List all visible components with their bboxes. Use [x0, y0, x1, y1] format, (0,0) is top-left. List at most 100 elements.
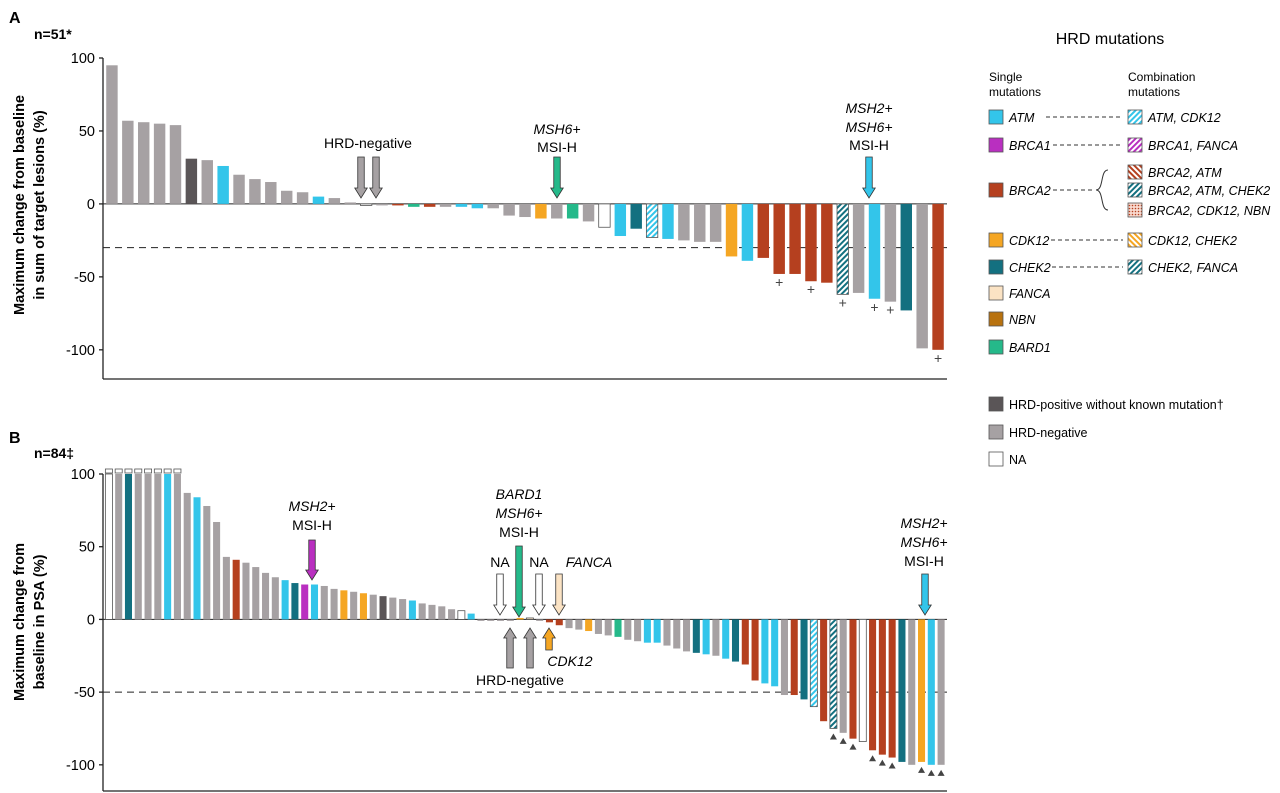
bar-b-3	[124, 474, 132, 620]
bar-b-69	[771, 619, 779, 687]
bar-a-32	[598, 203, 611, 228]
bar-b-53	[614, 619, 622, 637]
bar-b-10	[193, 497, 201, 620]
legend-combo-header-2: mutations	[1128, 85, 1180, 99]
bar-a-12	[280, 190, 293, 204]
legend-swatch-atm	[988, 109, 1004, 125]
bar-a-46	[821, 203, 833, 283]
arrow-na-b1	[493, 573, 507, 616]
legend-label-chek2: CHEK2	[1009, 261, 1051, 275]
bar-b-59	[673, 619, 681, 649]
bar-a-47	[836, 203, 849, 295]
bar-b-25	[340, 590, 348, 620]
legend-swatch-brca1_fanca	[1127, 137, 1143, 153]
bar-b-49	[575, 619, 583, 630]
bar-cap-b	[114, 468, 123, 474]
bar-b-81	[888, 619, 896, 758]
annotation-msh2-b: MSH2+	[288, 498, 335, 514]
annotation-msih-a: MSI-H	[537, 139, 577, 155]
panel-a-n-label: n=51*	[34, 26, 72, 42]
legend-label-cdk12_chek2: CDK12, CHEK2	[1148, 234, 1237, 248]
panel-b-chart: 100 50 0 -50 -100	[66, 467, 947, 792]
bar-b-40	[487, 619, 495, 621]
bar-b-76	[839, 619, 847, 733]
bar-b-4	[134, 474, 142, 620]
annotation-hrd-negative-a: HRD-negative	[324, 135, 412, 151]
arrow-msih-b3	[918, 573, 932, 616]
bar-cap-b	[163, 468, 172, 474]
bar-b-74	[820, 619, 828, 722]
bar-b-55	[634, 619, 642, 642]
bar-b-22	[310, 584, 319, 620]
bar-b-6	[154, 474, 162, 620]
legend-label-brca1_fanca: BRCA1, FANCA	[1148, 139, 1238, 153]
bar-b-20	[291, 583, 299, 620]
legend-swatch-brca1	[988, 137, 1004, 153]
bar-b-47	[555, 619, 563, 626]
bar-a-35	[645, 203, 659, 238]
bar-a-40	[725, 203, 738, 257]
bar-a-53	[932, 203, 944, 350]
legend-label-brca2: BRCA2	[1009, 184, 1051, 198]
legend-swatch-atm_cdk12	[1127, 109, 1143, 125]
bar-b-56	[643, 619, 651, 643]
bar-a-10	[249, 179, 261, 204]
bar-b-63	[712, 619, 720, 656]
bar-b-54	[624, 619, 632, 640]
legend-swatch-bard1	[988, 339, 1004, 355]
bar-a-30	[566, 203, 579, 219]
legend-label-nbn: NBN	[1009, 313, 1036, 327]
plus-marker: +	[807, 281, 815, 297]
bar-a-36	[662, 203, 674, 239]
arrow-na-b2	[532, 573, 546, 616]
triangle-marker	[839, 737, 847, 744]
bar-a-42	[757, 203, 770, 258]
bar-a-9	[233, 174, 245, 204]
bar-b-83	[908, 619, 916, 765]
bar-b-24	[330, 588, 338, 620]
bar-b-38	[467, 613, 475, 620]
triangle-marker	[927, 769, 935, 776]
bar-b-11	[203, 505, 211, 620]
bar-a-51	[900, 203, 912, 311]
annotation-msh6-b2: MSH6+	[900, 534, 947, 550]
bar-b-21	[301, 584, 309, 620]
bar-cap-b	[134, 468, 143, 474]
bar-a-24	[471, 203, 484, 209]
legend-swatch-na	[988, 451, 1004, 467]
bar-b-41	[497, 619, 505, 621]
legend-swatch-chek2_fanca	[1127, 259, 1143, 275]
bar-cap-b	[153, 468, 162, 474]
bar-b-9	[183, 492, 191, 620]
legend-swatch-hrdpos	[988, 396, 1004, 412]
bar-b-13	[222, 556, 230, 620]
annotation-msh6-b: MSH6+	[495, 505, 542, 521]
annotation-na-b2: NA	[529, 554, 549, 570]
bar-b-26	[350, 591, 358, 620]
legend-swatch-chek2	[988, 259, 1004, 275]
bar-b-64	[722, 619, 730, 659]
arrow-cdk12-b	[542, 627, 556, 651]
legend-title: HRD mutations	[1056, 31, 1164, 48]
bar-a-23	[455, 203, 468, 207]
bar-b-35	[438, 606, 446, 620]
bar-b-86	[937, 619, 945, 765]
bar-b-75	[829, 619, 838, 729]
bar-b-15	[242, 562, 250, 620]
bar-b-7	[164, 474, 172, 620]
bar-b-77	[849, 619, 857, 739]
bar-b-12	[213, 521, 221, 620]
legend-label-cdk12: CDK12	[1009, 234, 1049, 248]
bar-cap-b	[173, 468, 182, 474]
bar-a-26	[503, 203, 515, 216]
legend-swatch-cdk12	[988, 232, 1004, 248]
legend-swatch-brca2_cdk12_nbn	[1127, 202, 1143, 218]
bar-b-33	[418, 603, 426, 620]
bar-b-70	[780, 619, 788, 696]
bar-b-71	[790, 619, 798, 696]
legend-swatch-brca2	[988, 182, 1004, 198]
legend-swatch-fanca	[988, 285, 1004, 301]
bar-b-45	[536, 619, 544, 621]
annotation-msih-a2: MSI-H	[849, 137, 889, 153]
